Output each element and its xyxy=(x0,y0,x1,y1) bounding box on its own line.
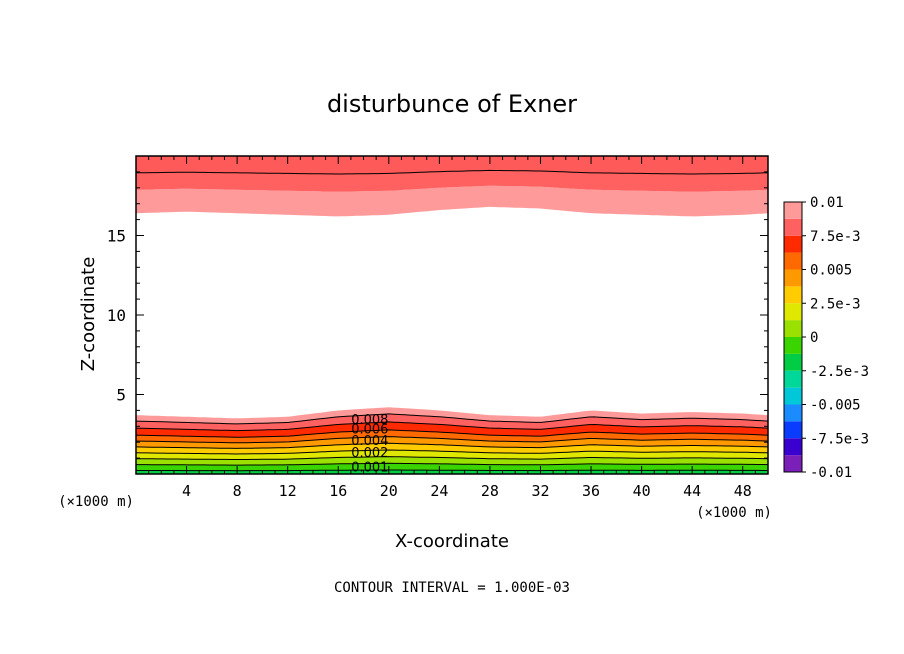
chart-title: disturbunce of Exner xyxy=(327,90,577,118)
x-tick-label: 48 xyxy=(734,482,752,500)
x-unit-label-left: (×1000 m) xyxy=(58,494,134,510)
lower-band-4 xyxy=(136,450,768,460)
colorbar-tick-label: -0.01 xyxy=(810,465,852,481)
x-unit-label-right: (×1000 m) xyxy=(696,505,772,521)
y-tick-label: 5 xyxy=(116,386,126,405)
contour-label: 0.008 xyxy=(351,413,388,428)
x-tick-label: 28 xyxy=(481,482,499,500)
colorbar-tick-label: 7.5e-3 xyxy=(810,229,861,245)
lower-contour-line-5 xyxy=(136,442,768,449)
upper-band-3 xyxy=(136,156,768,174)
lower-contour-line-4 xyxy=(136,449,768,455)
colorbar-swatch xyxy=(784,269,802,287)
x-tick-label: 24 xyxy=(430,482,448,500)
x-tick-label: 20 xyxy=(380,482,398,500)
colorbar-tick-label: -7.5e-3 xyxy=(810,431,869,447)
colorbar-swatch xyxy=(784,303,802,321)
upper-band-2 xyxy=(136,170,768,192)
colorbar-tick-label: 0.01 xyxy=(810,195,844,211)
y-tick-label: 15 xyxy=(107,227,126,246)
x-tick-label: 44 xyxy=(683,482,701,500)
lower-band-3 xyxy=(136,456,768,466)
contour-interval-label: CONTOUR INTERVAL = 1.000E-03 xyxy=(334,580,570,596)
colorbar-swatch xyxy=(784,404,802,422)
contour-label: 0.001 xyxy=(351,460,388,475)
lower-contour-line-6 xyxy=(136,436,768,444)
colorbar-swatch xyxy=(784,218,802,236)
lower-contour-line-7 xyxy=(136,429,768,438)
colorbar-swatch xyxy=(784,337,802,354)
lower-band-10 xyxy=(136,407,768,424)
lower-contour-line-2 xyxy=(136,462,768,466)
upper-band-1 xyxy=(136,185,768,217)
x-tick-label: 32 xyxy=(531,482,549,500)
contour-label: 0.006 xyxy=(351,422,388,437)
lower-contour-line-8 xyxy=(136,421,768,432)
lower-contour-line-9 xyxy=(136,413,768,425)
x-tick-label: 16 xyxy=(329,482,347,500)
colorbar-tick-label: -0.005 xyxy=(810,398,861,414)
colorbar-tick-label: 0 xyxy=(810,330,818,346)
x-tick-label: 40 xyxy=(633,482,651,500)
colorbar-tick-label: 0.005 xyxy=(810,263,852,279)
colorbar-tick-label: 2.5e-3 xyxy=(810,296,861,312)
upper-contour-line-1 xyxy=(136,169,768,175)
lower-contour-line-3 xyxy=(136,456,768,460)
y-axis-label: Z-coordinate xyxy=(78,257,99,372)
x-axis-label: X-coordinate xyxy=(395,531,509,552)
colorbar-swatch xyxy=(784,387,802,405)
x-tick-label: 4 xyxy=(182,482,191,500)
colorbar-swatch xyxy=(784,202,802,219)
x-tick-label: 8 xyxy=(233,482,242,500)
colorbar-tick-label: -2.5e-3 xyxy=(810,364,869,380)
colorbar-swatch xyxy=(784,286,802,304)
contour-label: 0.004 xyxy=(351,434,388,449)
colorbar-swatch xyxy=(784,320,802,337)
colorbar-swatch xyxy=(784,421,802,439)
colorbar-swatch xyxy=(784,252,802,270)
contour-label: 0.002 xyxy=(351,446,388,461)
y-tick-label: 10 xyxy=(107,306,126,325)
x-tick-label: 12 xyxy=(279,482,297,500)
colorbar-swatch xyxy=(784,438,802,456)
colorbar-swatch xyxy=(784,370,802,388)
colorbar-swatch xyxy=(784,353,802,371)
colorbar: 0.01 7.5e-3 0.005 2.5e-3 0 -2.5e-3 -0.005 -7.5e… xyxy=(783,195,869,481)
x-tick-label: 36 xyxy=(582,482,600,500)
colorbar-swatch xyxy=(784,235,802,253)
colorbar-swatch xyxy=(784,455,802,472)
